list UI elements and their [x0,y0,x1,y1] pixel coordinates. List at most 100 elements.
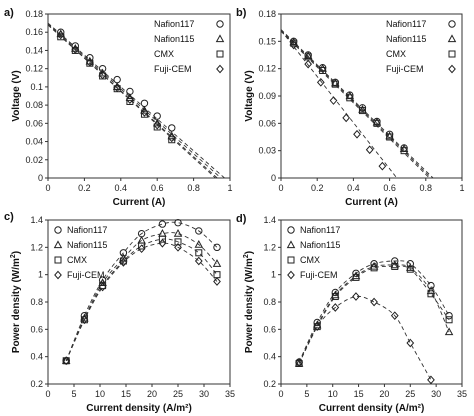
y-tick-label: 0.4 [30,352,43,362]
legend-marker [54,226,62,234]
data-point [138,242,146,250]
data-point [331,293,339,301]
x-axis-label: Current density (A/m²) [86,403,192,414]
data-point [318,64,327,72]
y-axis-label: Power density (W/m2) [243,251,255,353]
x-tick-label: 0 [45,389,50,399]
series-cmx [280,30,430,179]
data-point [378,161,387,171]
data-point [353,129,361,139]
fit-line [47,23,222,179]
data-point [174,219,182,227]
legend-marker [216,64,224,74]
data-point [119,258,128,267]
series-fuji-cem [62,238,221,366]
legend-label: Nafion117 [67,225,107,235]
data-point [316,77,325,87]
data-point [400,147,408,155]
legend: Nafion117 Nafion115 CMX Fuji-CEM [386,19,457,74]
x-tick-label: 15 [121,389,131,399]
legend-marker [53,240,63,249]
legend-label: Nafion117 [300,225,340,235]
data-point [369,261,379,270]
data-point [372,117,382,126]
data-point [406,265,414,273]
y-tick-label: 0.15 [258,36,276,46]
y-tick-label: 0.16 [25,27,43,37]
legend: Nafion117 Nafion115 CMX Fuji-CEM [154,19,225,74]
legend: Nafion117 Nafion115 CMX Fuji-CEM [286,225,340,280]
x-axis-label: Current (A) [345,197,398,208]
data-point [365,145,374,155]
data-point [158,238,167,248]
panel-label: d) [236,213,247,225]
data-point [57,33,65,41]
data-point [99,282,107,290]
data-point [153,120,162,130]
data-point [304,59,313,69]
legend-marker [448,20,456,28]
x-tick-label: 15 [354,389,364,399]
data-point [158,235,166,243]
y-axis-label: Voltage (V) [11,70,22,121]
y-tick-label: 0.1 [30,82,43,92]
data-point [406,338,415,348]
legend-label: Nafion115 [300,240,340,250]
legend-marker [54,256,62,264]
y-tick-label: 0.06 [25,118,43,128]
data-point [194,239,204,248]
data-point [427,290,435,298]
y-tick-label: 0.02 [25,155,43,165]
x-tick-label: 0.6 [151,183,164,193]
x-tick-label: 20 [379,389,389,399]
x-tick-label: 5 [304,389,309,399]
x-tick-label: 0 [278,183,283,193]
data-point [173,229,183,237]
data-point [295,360,303,367]
x-tick-label: 30 [199,389,209,399]
fit-curve [298,264,450,364]
y-tick-label: 1.4 [30,215,43,225]
y-tick-label: 0.14 [25,45,43,55]
panel-label: c) [4,211,14,223]
data-point [212,259,222,267]
data-point [168,136,176,144]
y-tick-label: 0.06 [258,118,276,128]
fit-curve [298,265,450,364]
legend-marker [287,226,295,234]
y-tick-label: 0.18 [25,9,43,19]
legend-label: Fuji-CEM [67,270,105,280]
data-point [313,322,322,331]
x-tick-label: 25 [173,389,183,399]
x-tick-label: 5 [71,389,76,399]
data-point [352,292,360,301]
y-tick-label: 0.2 [263,379,276,389]
fit-curve [65,221,218,361]
x-axis-label: Current (A) [113,197,166,208]
fit-curve [65,238,218,361]
x-tick-label: 25 [405,389,415,399]
panel-label: a) [4,7,14,19]
legend-marker [286,240,296,249]
y-tick-label: 0.8 [263,297,276,307]
data-point [346,94,354,102]
y-tick-label: 0 [271,173,276,183]
data-point [174,242,182,252]
series-fuji-cem [47,24,216,179]
plot-frame [280,13,463,179]
legend-label: Nafion117 [386,19,426,29]
legend-marker [54,270,62,280]
data-point [80,315,89,325]
data-point [98,70,107,80]
data-point [331,303,340,312]
y-tick-label: 1.4 [263,215,276,225]
chart-4: d) 0 5 10 15 20 25 30 35 0.2 0.4 0.6 0.8 1 1.2 1.4 Curre… [236,213,467,414]
legend-marker [287,270,295,280]
y-axis-label: Power density (W/m2) [10,251,22,353]
data-point [386,133,394,141]
x-axis-label: Current density (A/m²) [319,403,425,414]
y-tick-label: 1.2 [30,242,43,252]
data-point [140,108,149,117]
legend-label: Nafion115 [154,34,194,44]
